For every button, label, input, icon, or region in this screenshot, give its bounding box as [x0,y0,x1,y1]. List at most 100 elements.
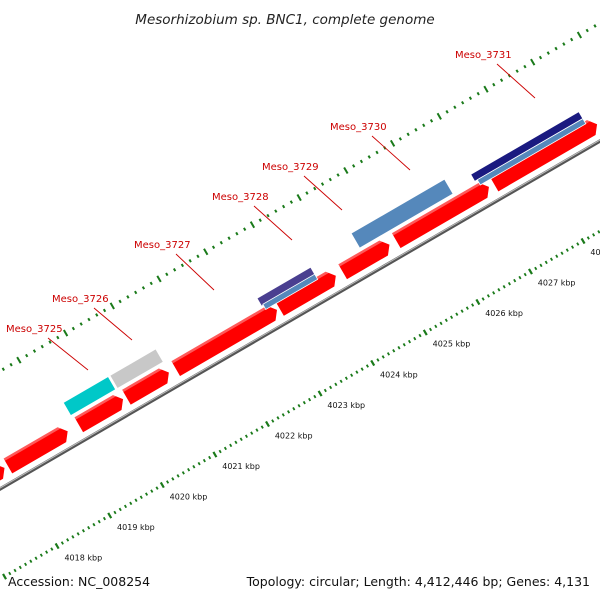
scale-label: 4026 kbp [485,309,523,318]
backbone-layer [0,139,600,491]
scale-tick [350,373,354,377]
map-title: Mesorhizobium sp. BNC1, complete genome [135,12,434,28]
scale-tick [317,390,323,397]
scale-tick [549,257,554,262]
scale-tick [308,397,312,402]
outer-tick [562,42,566,46]
outer-tick [538,55,543,60]
scale-tick [181,471,185,475]
outer-tick [585,28,589,33]
scale-tick [392,349,396,353]
outer-tick [149,281,153,286]
scale-tick [334,382,338,387]
scale-tick [344,376,348,381]
outer-tick [343,166,349,175]
outer-tick [398,137,402,141]
outer-tick [328,177,332,182]
topology-info-text: Topology: circular; Length: 4,412,446 bp… [246,574,590,589]
cds-arrow [390,181,490,250]
scale-tick [129,501,133,506]
scale-tick [444,318,448,323]
scale-tick [475,298,481,306]
backbone-line [0,139,600,491]
scale-tick [481,297,485,301]
outer-tick [483,85,489,93]
scale-tick [539,263,543,268]
scale-tick [534,266,538,271]
cds-arrow-shade [391,180,484,236]
scale-tick [54,542,60,550]
gene-leader-line [253,205,293,241]
scale-label: 4023 kbp [327,401,365,410]
scale-tick [313,394,317,399]
outer-tick [219,240,223,245]
scale-tick [45,550,49,554]
scale-tick [439,321,443,326]
scale-tick [271,419,275,423]
scale-tick [223,446,227,451]
outer-tick [227,236,231,241]
scale-tick [39,553,43,557]
outer-tick [429,119,434,123]
scale-tick [513,278,517,283]
outer-tick [468,96,473,101]
outer-tick [141,286,146,290]
scale-tick [455,312,459,316]
scale-tick [518,275,522,280]
outer-tick [172,268,177,272]
scale-tick [218,449,222,454]
scale-tick [292,407,296,411]
scale-tick [159,481,165,489]
outer-tick [274,209,278,213]
scale-tick [13,568,17,573]
scale-tick [87,525,91,530]
outer-tick [281,204,286,209]
outer-tick [530,58,536,66]
outer-tick [40,344,44,349]
outer-tick [266,213,270,218]
scale-tick [460,309,464,313]
scale-tick [29,559,33,564]
scale-tick [187,468,191,472]
scale-tick [145,492,149,496]
scale-tick [486,294,490,298]
outer-tick [156,275,162,283]
scale-tick [139,495,143,499]
scale-tick [123,504,128,509]
scale-tick [166,480,170,484]
scale-label: 4024 kbp [380,370,418,379]
outer-tick [296,194,302,202]
scale-tick [523,272,527,277]
accession-text: Accession: NC_008254 [8,574,150,589]
outer-tick [258,218,262,222]
outer-tick [367,155,371,159]
outer-tick [375,150,379,155]
scale-tick [565,248,569,252]
scale-tick [50,547,54,551]
outer-tick [289,200,293,204]
outer-tick [305,191,309,195]
scale-label: 4025 kbp [433,340,471,349]
outer-tick [48,340,52,344]
scale-tick [571,245,575,249]
outer-tick [1,367,5,371]
backbone-highlight [0,139,600,489]
scale-tick [297,403,301,408]
outer-tick [79,322,83,326]
outer-tick [102,308,107,313]
scale-tick [102,516,106,521]
scale-tick [507,281,511,286]
scale-tick [208,455,212,460]
scale-tick [150,489,154,493]
outer-tick [203,248,209,256]
outer-tick [249,221,256,229]
outer-tick [499,78,504,82]
outer-tick [95,313,99,317]
scale-tick [34,556,38,560]
scale-tick [192,464,196,469]
scale-tick [544,260,548,265]
outer-tick [436,112,442,120]
outer-tick [453,105,457,110]
scale-tick [202,458,206,463]
scale-tick [471,303,475,307]
